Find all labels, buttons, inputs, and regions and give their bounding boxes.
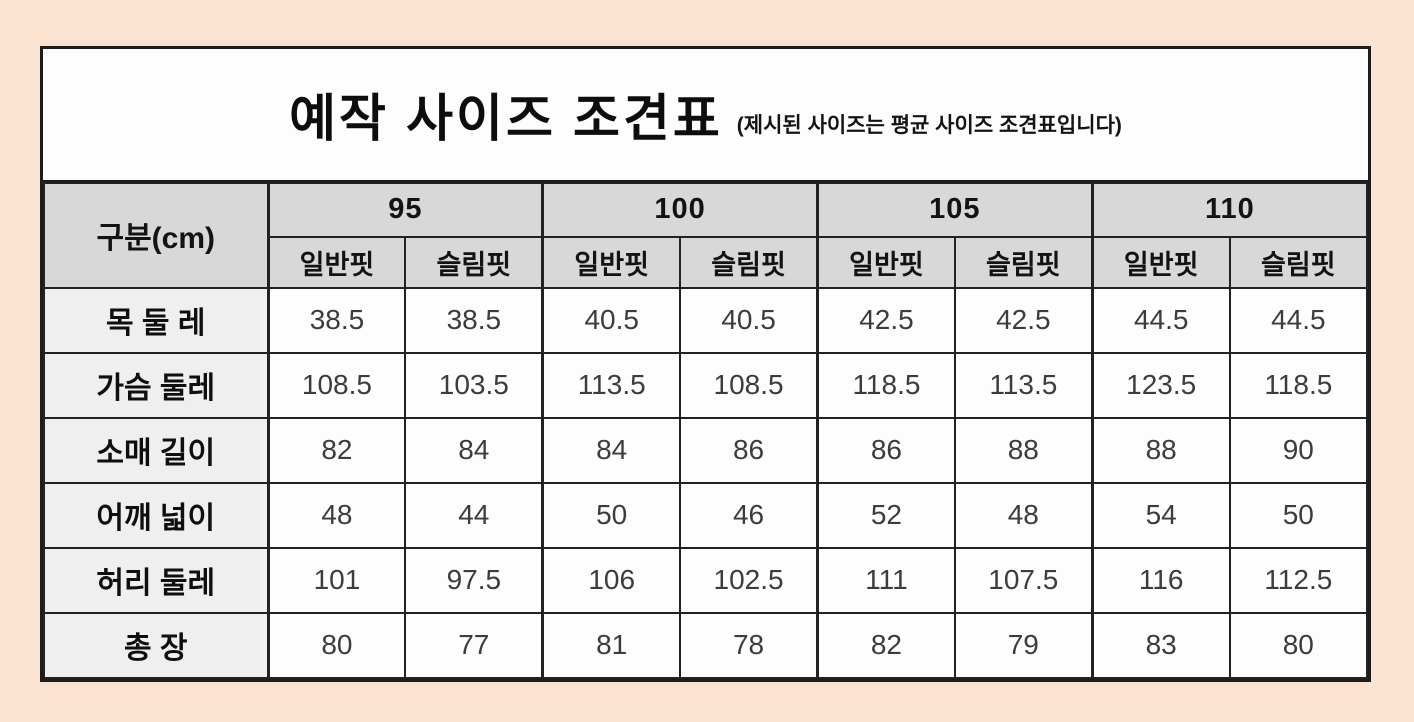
- size-value-cell: 44.5: [1228, 286, 1369, 354]
- table-row: 어깨 넓이 48 44 50 46 52 48 54 50: [43, 481, 1369, 549]
- size-value-cell: 84: [541, 416, 682, 484]
- size-group-header-95: 95: [266, 181, 544, 238]
- size-value-cell: 97.5: [404, 546, 544, 614]
- size-value-cell: 81: [541, 611, 682, 680]
- size-value-cell: 112.5: [1228, 546, 1369, 614]
- size-value-cell: 78: [679, 611, 819, 680]
- size-value-cell: 44.5: [1090, 286, 1231, 354]
- size-value-cell: 86: [679, 416, 819, 484]
- size-value-cell: 101: [266, 546, 407, 614]
- size-value-cell: 38.5: [404, 286, 544, 354]
- size-group-header-110: 110: [1090, 181, 1368, 238]
- row-label: 가슴 둘레: [43, 351, 269, 419]
- row-label: 소매 길이: [43, 416, 269, 484]
- size-value-cell: 102.5: [679, 546, 819, 614]
- size-value-cell: 80: [266, 611, 407, 680]
- size-value-cell: 79: [953, 611, 1094, 680]
- size-value-cell: 82: [266, 416, 407, 484]
- size-chart-table-container: 예작 사이즈 조견표 (제시된 사이즈는 평균 사이즈 조견표입니다) 구분(c…: [40, 46, 1371, 682]
- size-value-cell: 116: [1090, 546, 1231, 614]
- size-table: 구분(cm) 95 100 105 110 일반핏 슬림핏 일반핏 슬림핏 일반핏 슬림핏…: [43, 181, 1369, 680]
- size-group-header-100: 100: [541, 181, 819, 238]
- chart-title: 예작 사이즈 조견표: [289, 90, 723, 148]
- fit-header-regular: 일반핏: [266, 235, 407, 289]
- size-value-cell: 123.5: [1090, 351, 1231, 419]
- table-row: 가슴 둘레 108.5 103.5 113.5 108.5 118.5 113.5 123.5…: [43, 351, 1369, 419]
- size-value-cell: 113.5: [953, 351, 1094, 419]
- size-value-cell: 50: [1228, 481, 1369, 549]
- fit-header-regular: 일반핏: [1090, 235, 1231, 289]
- size-value-cell: 88: [953, 416, 1094, 484]
- size-value-cell: 107.5: [953, 546, 1094, 614]
- table-row: 허리 둘레 101 97.5 106 102.5 111 107.5 116 112.5: [43, 546, 1369, 614]
- size-value-cell: 46: [679, 481, 819, 549]
- size-value-cell: 84: [404, 416, 544, 484]
- fit-header-slim: 슬림핏: [679, 235, 819, 289]
- size-header-row: 구분(cm) 95 100 105 110: [43, 181, 1368, 289]
- size-value-cell: 38.5: [266, 286, 407, 354]
- size-value-cell: 42.5: [815, 286, 956, 354]
- size-value-cell: 44: [404, 481, 544, 549]
- size-value-cell: 40.5: [679, 286, 819, 354]
- size-value-cell: 88: [1090, 416, 1231, 484]
- size-value-cell: 106: [541, 546, 682, 614]
- size-value-cell: 82: [815, 611, 956, 680]
- size-value-cell: 103.5: [404, 351, 544, 419]
- size-value-cell: 111: [815, 546, 956, 614]
- size-value-cell: 52: [815, 481, 956, 549]
- fit-header-regular: 일반핏: [541, 235, 682, 289]
- column-header-category: 구분(cm): [43, 181, 269, 289]
- size-value-cell: 118.5: [815, 351, 956, 419]
- fit-header-regular: 일반핏: [815, 235, 956, 289]
- size-group-header-105: 105: [816, 181, 1094, 238]
- row-label: 허리 둘레: [43, 546, 269, 614]
- size-value-cell: 80: [1228, 611, 1369, 680]
- fit-header-row: 일반핏 슬림핏 일반핏 슬림핏 일반핏 슬림핏 일반핏 슬림핏: [44, 235, 1369, 289]
- size-value-cell: 54: [1090, 481, 1231, 549]
- fit-header-slim: 슬림핏: [953, 235, 1094, 289]
- table-row: 목 둘 레 38.5 38.5 40.5 40.5 42.5 42.5 44.5 44.5: [43, 286, 1369, 354]
- size-value-cell: 48: [266, 481, 407, 549]
- size-value-cell: 48: [953, 481, 1094, 549]
- chart-title-bar: 예작 사이즈 조견표 (제시된 사이즈는 평균 사이즈 조견표입니다): [43, 49, 1368, 182]
- row-label: 목 둘 레: [43, 286, 269, 354]
- size-value-cell: 86: [815, 416, 956, 484]
- size-value-cell: 50: [541, 481, 682, 549]
- size-value-cell: 108.5: [266, 351, 407, 419]
- table-row: 소매 길이 82 84 84 86 86 88 88 90: [43, 416, 1369, 484]
- fit-header-slim: 슬림핏: [404, 235, 544, 289]
- size-value-cell: 77: [404, 611, 544, 680]
- chart-subtitle: (제시된 사이즈는 평균 사이즈 조견표입니다): [736, 114, 1122, 138]
- size-value-cell: 83: [1090, 611, 1231, 680]
- size-value-cell: 40.5: [541, 286, 682, 354]
- size-value-cell: 118.5: [1228, 351, 1369, 419]
- size-value-cell: 108.5: [679, 351, 819, 419]
- fit-header-slim: 슬림핏: [1228, 235, 1369, 289]
- table-row: 총 장 80 77 81 78 82 79 83 80: [43, 611, 1369, 680]
- size-value-cell: 90: [1228, 416, 1369, 484]
- size-value-cell: 113.5: [541, 351, 682, 419]
- row-label: 어깨 넓이: [43, 481, 269, 549]
- row-label: 총 장: [43, 611, 269, 680]
- size-value-cell: 42.5: [953, 286, 1094, 354]
